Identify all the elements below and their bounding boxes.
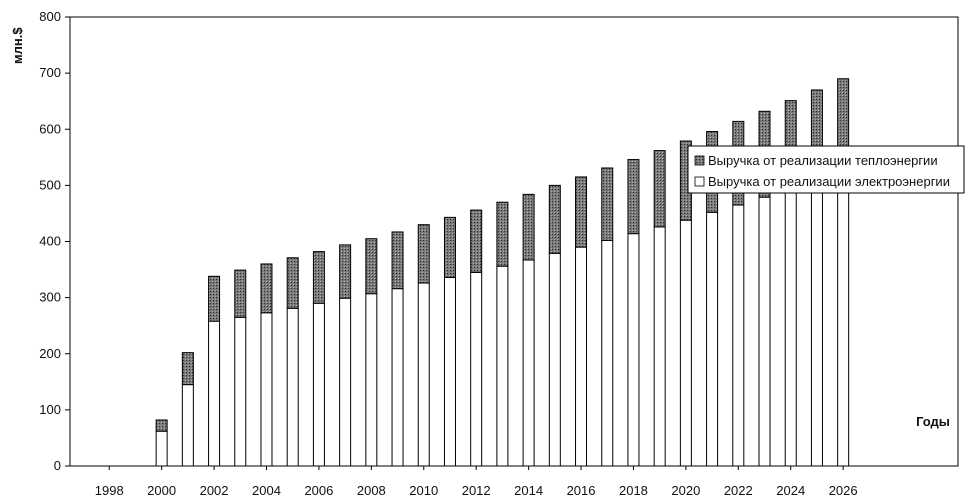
bar-electricity: [548, 252, 561, 467]
y-tick-label: 400: [39, 234, 61, 249]
x-tick-label: 2024: [776, 483, 805, 498]
bar-electricity: [417, 282, 430, 467]
bars: [155, 78, 850, 467]
bar-heat: [548, 184, 561, 254]
bar-heat: [365, 238, 378, 295]
x-tick-label: 2002: [200, 483, 229, 498]
x-tick-label: 2004: [252, 483, 281, 498]
bar-electricity: [391, 288, 404, 467]
y-tick-label: 200: [39, 346, 61, 361]
y-axis-label: млн.$: [10, 27, 25, 64]
bar-electricity: [732, 204, 745, 467]
bar-electricity: [155, 430, 168, 467]
bar-heat: [522, 193, 535, 261]
x-tick-label: 2020: [671, 483, 700, 498]
bar-heat: [339, 244, 352, 299]
bar-electricity: [706, 211, 719, 467]
legend-label-electric: Выручка от реализации электроэнергии: [708, 174, 950, 189]
bar-heat: [260, 263, 273, 314]
bar-electricity: [443, 276, 456, 467]
bar-heat: [627, 159, 640, 235]
x-tick-label: 2012: [462, 483, 491, 498]
y-tick-label: 100: [39, 402, 61, 417]
bar-electricity: [627, 233, 640, 467]
x-tick-label: 2006: [304, 483, 333, 498]
y-tick-label: 600: [39, 121, 61, 136]
bar-heat: [653, 150, 666, 228]
bar-heat: [470, 209, 483, 273]
x-tick-label: 2014: [514, 483, 543, 498]
bar-electricity: [784, 188, 797, 467]
bar-electricity: [365, 293, 378, 467]
bar-heat: [443, 216, 456, 278]
x-tick-label: 2018: [619, 483, 648, 498]
x-tick-label: 2000: [147, 483, 176, 498]
y-tick-label: 800: [39, 9, 61, 24]
bar-electricity: [601, 239, 614, 467]
bar-electricity: [208, 320, 221, 467]
bar-electricity: [496, 265, 509, 467]
x-tick-label: 2008: [357, 483, 386, 498]
x-tick-label: 2016: [567, 483, 596, 498]
bar-electricity: [260, 312, 273, 467]
bar-electricity: [522, 259, 535, 467]
bar-heat: [208, 275, 221, 322]
x-tick-label: 2022: [724, 483, 753, 498]
bar-heat: [286, 257, 299, 309]
bar-heat: [496, 201, 509, 267]
plot-area: [69, 16, 959, 467]
bar-electricity: [286, 307, 299, 467]
x-axis-label: Годы: [916, 414, 950, 429]
bar-heat: [575, 176, 588, 248]
y-tick-label: 500: [39, 177, 61, 192]
bar-electricity: [810, 180, 823, 467]
bar-electricity: [758, 196, 771, 467]
y-tick-label: 300: [39, 290, 61, 305]
y-tick-label: 0: [54, 458, 61, 473]
bar-heat: [601, 167, 614, 241]
x-tick-label: 2010: [409, 483, 438, 498]
legend-swatch-electric: [694, 176, 705, 187]
bar-heat: [312, 251, 325, 304]
bar-heat: [181, 352, 194, 386]
bar-electricity: [575, 246, 588, 467]
legend-label-heat: Выручка от реализации теплоэнергии: [708, 153, 938, 168]
bar-electricity: [653, 226, 666, 467]
bar-electricity: [470, 271, 483, 467]
x-axis: 1998 2000 2002 2004 2006 2008 2010 2012 2014 2016…: [95, 466, 858, 498]
bar-heat: [391, 231, 404, 290]
bar-heat: [234, 269, 247, 318]
legend: Выручка от реализации теплоэнергии Выруч…: [687, 145, 965, 194]
bar-electricity: [339, 297, 352, 467]
x-tick-label: 1998: [95, 483, 124, 498]
bar-electricity: [312, 302, 325, 467]
bar-electricity: [837, 171, 850, 467]
legend-swatch-heat: [694, 155, 705, 166]
bar-heat: [155, 419, 168, 432]
bar-electricity: [679, 219, 692, 467]
legend-box: [687, 145, 965, 194]
y-axis: 0 100 200 300 400 500 600 700 800: [39, 9, 70, 473]
bar-electricity: [234, 316, 247, 467]
bar-electricity: [181, 384, 194, 467]
x-tick-label: 2026: [829, 483, 858, 498]
bar-heat: [417, 224, 430, 284]
y-tick-label: 700: [39, 65, 61, 80]
